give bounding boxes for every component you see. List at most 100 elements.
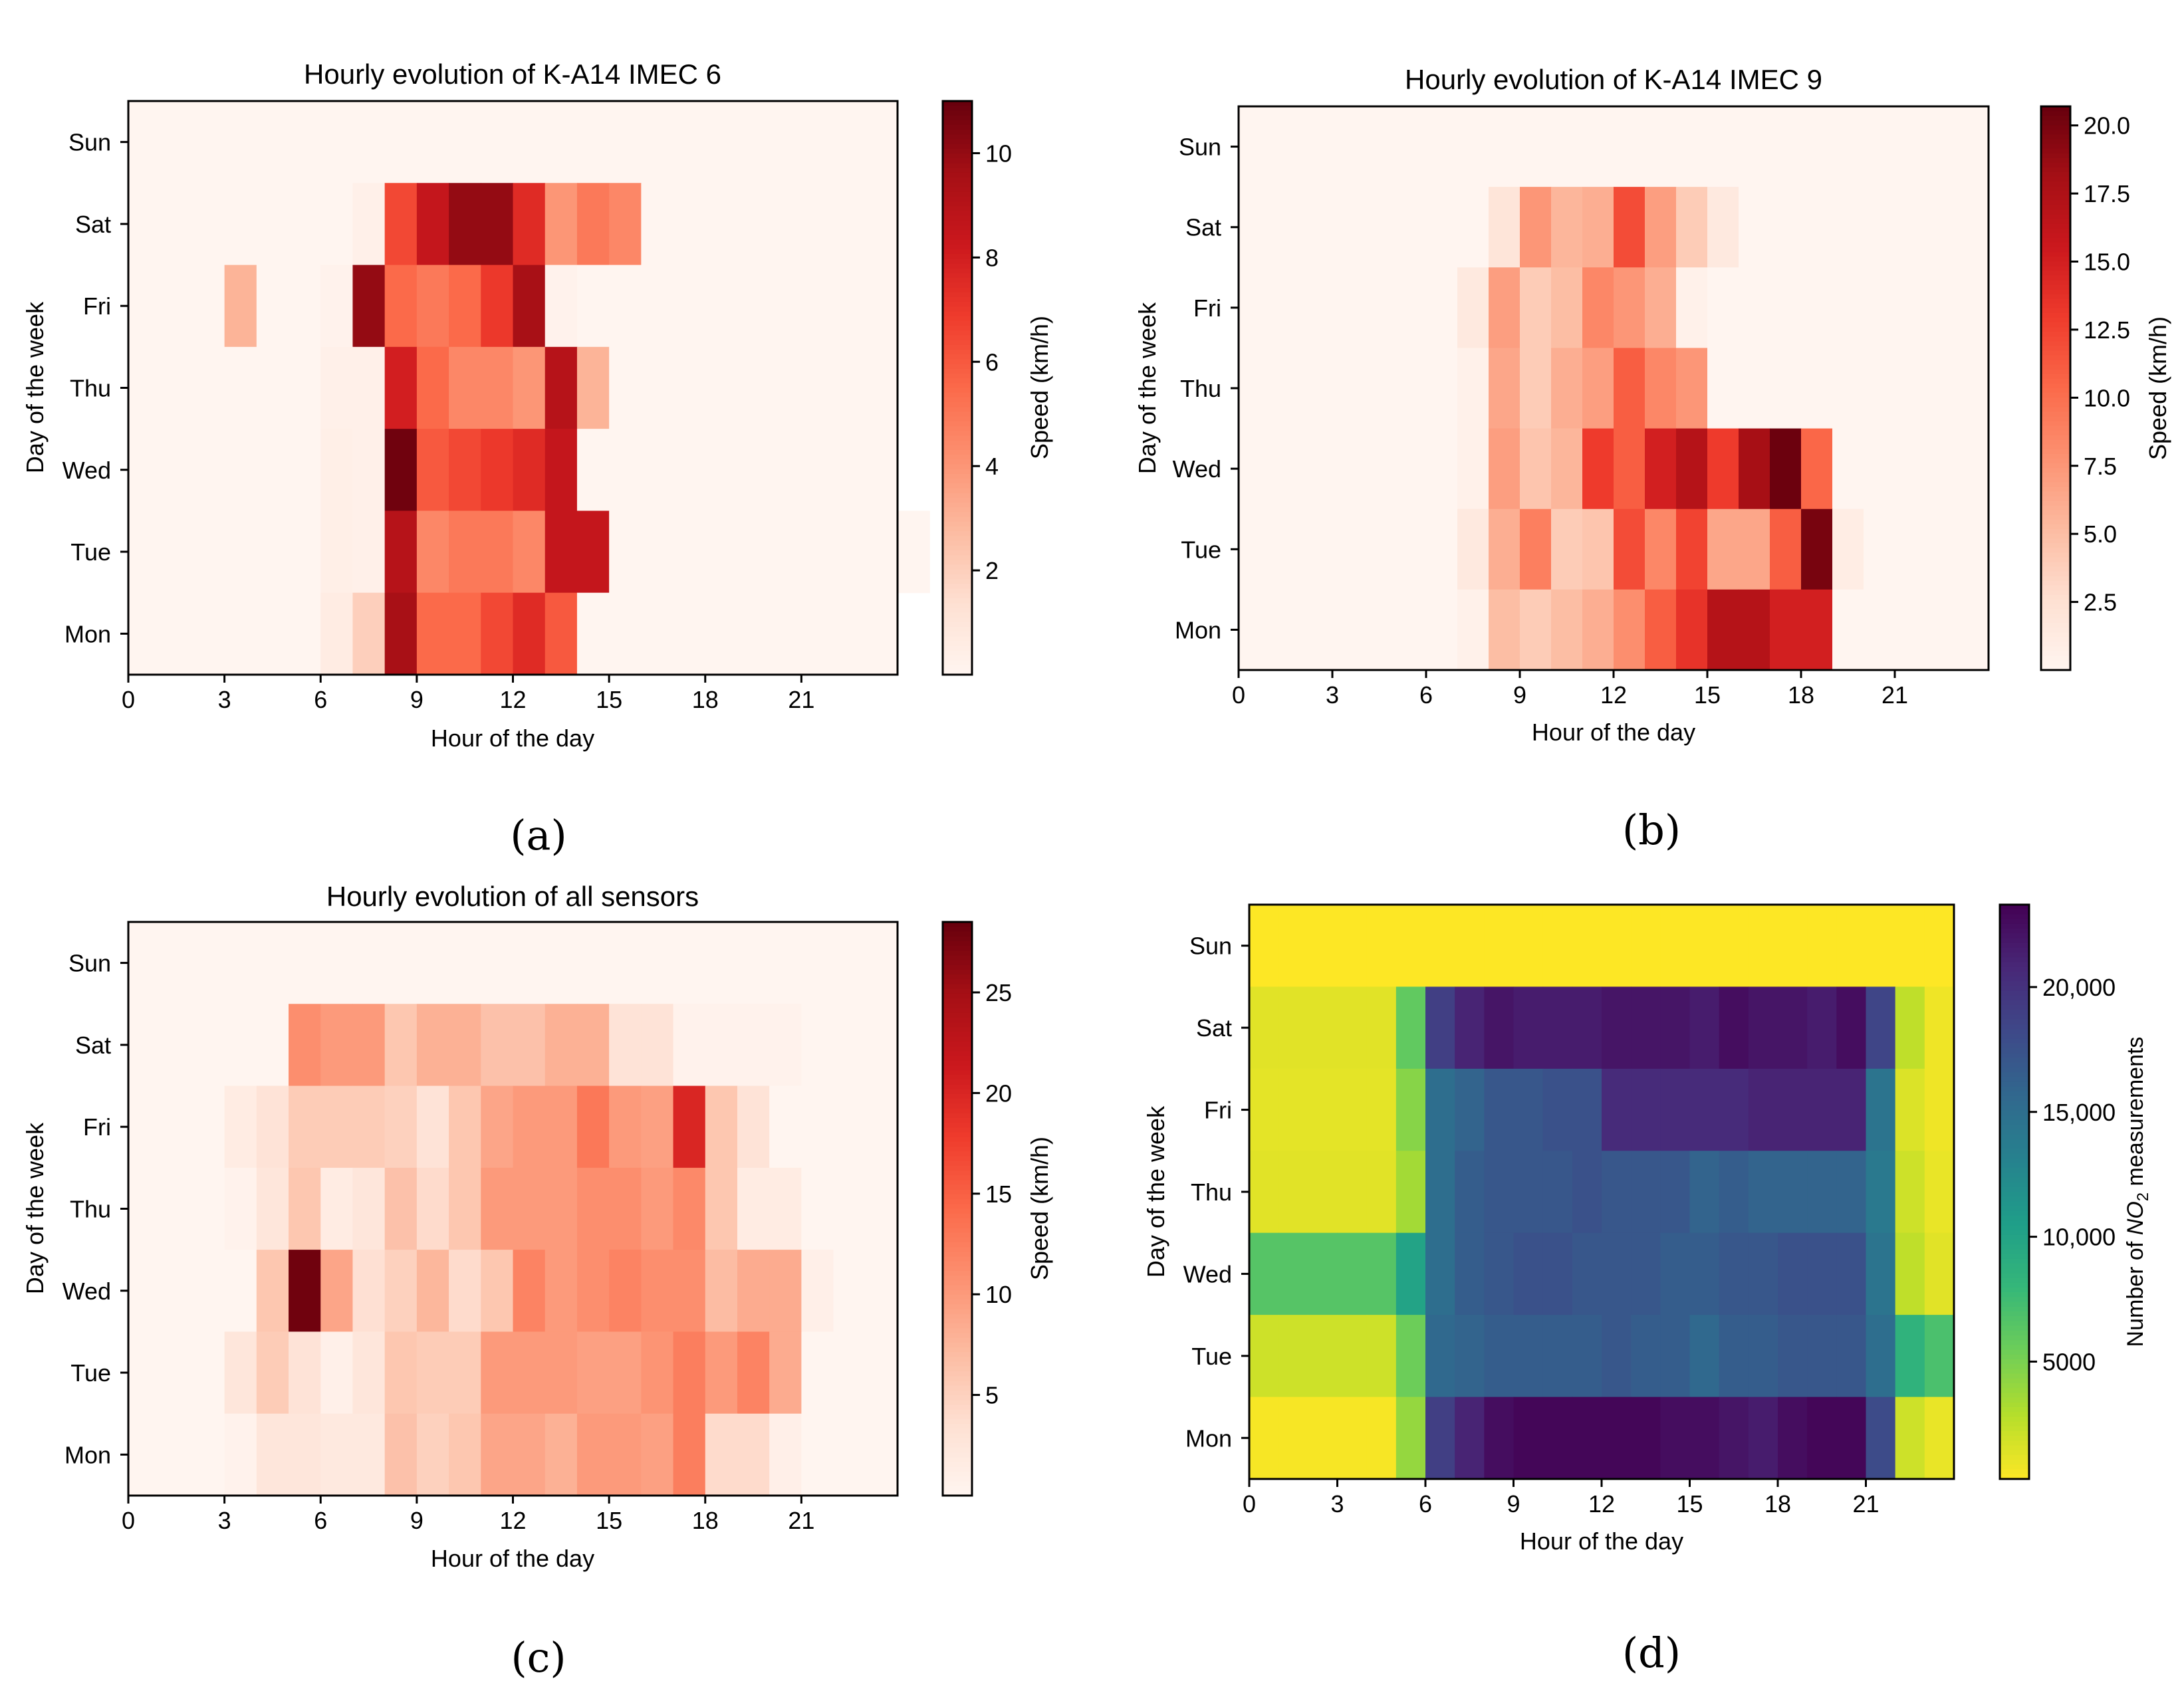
- heatmap-cell-fri-h18: [705, 1085, 738, 1169]
- heatmap-cell-mon-h23: [865, 592, 898, 675]
- colorbar-segment: [943, 951, 972, 956]
- heatmap-cell-sat-h14: [576, 183, 610, 266]
- heatmap-cell-tue-h20: [769, 1331, 802, 1414]
- colorbar-segment: [943, 1342, 972, 1348]
- heatmap-cell-wed-h13: [545, 429, 578, 512]
- colorbar-segment: [943, 927, 972, 932]
- heatmap-cell-fri-h21: [801, 265, 834, 348]
- colorbar-tick-label: 15.0: [2084, 249, 2130, 276]
- heatmap-cell-mon-h22: [1926, 589, 1958, 671]
- heatmap-cell-thu-h4: [1366, 1151, 1397, 1234]
- heatmap-cell-wed-h10: [449, 1250, 481, 1333]
- heatmap-cell-mon-h2: [1308, 1397, 1338, 1480]
- colorbar-segment: [943, 1414, 972, 1420]
- heatmap-cell-sun-h22: [833, 922, 866, 1004]
- colorbar-segment: [943, 1170, 972, 1176]
- colorbar-segment: [943, 344, 972, 350]
- colorbar-segment: [2000, 1062, 2029, 1068]
- heatmap-cell-wed-h11: [481, 429, 514, 512]
- panel-c-colorbar-label: Speed (km/h): [1026, 1137, 1053, 1280]
- y-tick-label-sat: Sat: [1196, 1014, 1232, 1042]
- heatmap-cell-fri-h23: [865, 265, 898, 348]
- colorbar-segment: [2000, 1249, 2029, 1255]
- colorbar-segment: [943, 349, 972, 355]
- heatmap-cell-tue-h23: [1924, 1315, 1955, 1398]
- colorbar-segment: [2041, 148, 2070, 154]
- colorbar-segment: [943, 488, 972, 494]
- heatmap-cell-mon-h11: [481, 1413, 514, 1496]
- heatmap-cell-wed-h22: [833, 429, 866, 512]
- heatmap-cell-thu-h1: [1270, 348, 1302, 429]
- heatmap-cell-thu-h14: [576, 1167, 610, 1250]
- panel-b-caption: (b): [1622, 806, 1681, 854]
- heatmap-cell-mon-h18: [705, 1413, 738, 1496]
- heatmap-cell-thu-h2: [192, 1167, 225, 1250]
- heatmap-cell-wed-h23: [1957, 428, 1989, 510]
- colorbar-segment: [943, 1075, 972, 1080]
- heatmap-cell-fri-h16: [641, 1085, 674, 1169]
- colorbar-segment: [2041, 651, 2070, 657]
- colorbar-segment: [2000, 1292, 2029, 1297]
- colorbar-segment: [943, 455, 972, 460]
- heatmap-cell-fri-h6: [1426, 267, 1458, 349]
- heatmap-cell-fri-h4: [1364, 267, 1395, 349]
- heatmap-cell-mon-h15: [609, 1413, 642, 1496]
- colorbar-segment: [943, 1180, 972, 1186]
- heatmap-cell-sun-h3: [224, 101, 257, 183]
- heatmap-cell-fri-h6: [320, 1085, 354, 1169]
- heatmap-cell-sat-h22: [1895, 986, 1925, 1070]
- colorbar-segment: [2041, 223, 2070, 229]
- colorbar-segment: [2000, 1349, 2029, 1355]
- heatmap-cell-mon-h20: [769, 592, 802, 675]
- colorbar-segment: [2000, 1173, 2029, 1178]
- colorbar-segment: [2041, 439, 2070, 445]
- panel-a-colorbar-ticks: 2 4 6 8 10: [972, 140, 1012, 584]
- colorbar-segment: [943, 311, 972, 317]
- heatmap-cell-wed-h1: [160, 1250, 193, 1333]
- colorbar-segment: [943, 378, 972, 384]
- colorbar-segment: [2000, 1115, 2029, 1121]
- heatmap-cell-tue-h10: [1542, 1315, 1573, 1398]
- colorbar-segment: [2041, 312, 2070, 318]
- colorbar-segment: [943, 998, 972, 1004]
- colorbar-segment: [2000, 1043, 2029, 1049]
- heatmap-cell-mon-h14: [1676, 589, 1708, 671]
- heatmap-cell-mon-h12: [513, 592, 546, 675]
- heatmap-cell-tue-h16: [1739, 508, 1770, 590]
- heatmap-cell-sun-h15: [609, 101, 642, 183]
- heatmap-cell-tue-h23: [865, 1331, 898, 1414]
- colorbar-segment: [2041, 585, 2070, 591]
- colorbar-segment: [943, 536, 972, 542]
- colorbar-segment: [943, 531, 972, 537]
- colorbar-segment: [943, 364, 972, 370]
- heatmap-cell-tue-h14: [1660, 1315, 1691, 1398]
- heatmap-cell-tue-h11: [1582, 508, 1614, 590]
- heatmap-cell-sun-h10: [1551, 106, 1583, 187]
- colorbar-segment: [2041, 209, 2070, 215]
- colorbar-segment: [2041, 134, 2070, 140]
- colorbar-segment: [943, 316, 972, 322]
- panel-b-colorbar: [2040, 105, 2072, 671]
- heatmap-cell-fri-h12: [1614, 267, 1645, 349]
- x-tick-label: 12: [1600, 681, 1627, 709]
- heatmap-cell-thu-h10: [449, 346, 481, 429]
- y-tick-label-sat: Sat: [75, 1032, 111, 1059]
- heatmap-cell-wed-h3: [1337, 1232, 1368, 1315]
- heatmap-cell-sat-h0: [1249, 986, 1279, 1070]
- heatmap-cell-thu-h12: [1602, 1151, 1632, 1234]
- x-tick-label: 3: [218, 1507, 231, 1534]
- heatmap-cell-fri-h11: [481, 1085, 514, 1169]
- heatmap-cell-sat-h23: [1957, 187, 1989, 268]
- heatmap-cell-tue-h13: [545, 1331, 578, 1414]
- colorbar-segment: [2041, 167, 2070, 173]
- colorbar-segment: [943, 282, 972, 288]
- heatmap-cell-sun-h8: [1484, 905, 1515, 988]
- colorbar-segment: [2000, 1301, 2029, 1307]
- heatmap-cell-tue-h4: [256, 1331, 289, 1414]
- heatmap-cell-thu-h8: [384, 346, 418, 429]
- heatmap-cell-mon-h8: [1484, 1397, 1515, 1480]
- colorbar-segment: [2041, 266, 2070, 271]
- colorbar-segment: [2041, 482, 2070, 487]
- heatmap-cell-wed-h12: [513, 1250, 546, 1333]
- heatmap-cell-fri-h22: [1895, 1068, 1925, 1151]
